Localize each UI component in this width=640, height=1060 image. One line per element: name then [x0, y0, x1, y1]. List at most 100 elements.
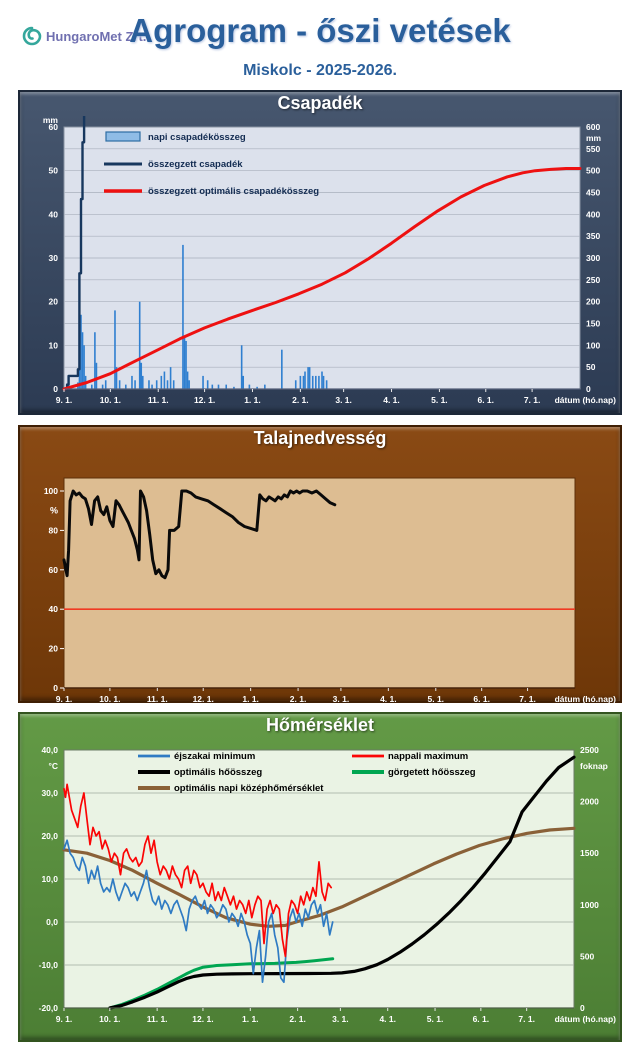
svg-text:2000: 2000: [580, 797, 599, 807]
svg-text:40: 40: [49, 209, 59, 219]
svg-text:150: 150: [586, 319, 600, 329]
svg-text:20,0: 20,0: [41, 831, 58, 841]
svg-text:°C: °C: [48, 761, 58, 771]
svg-text:1. 1.: 1. 1.: [244, 395, 261, 405]
svg-text:100: 100: [44, 486, 58, 496]
svg-text:50: 50: [49, 166, 59, 176]
svg-text:3. 1.: 3. 1.: [333, 694, 350, 703]
svg-text:napi csapadékösszeg: napi csapadékösszeg: [148, 132, 246, 143]
svg-text:2. 1.: 2. 1.: [290, 694, 307, 703]
svg-text:5. 1.: 5. 1.: [431, 395, 448, 405]
svg-text:dátum (hó.nap): dátum (hó.nap): [555, 395, 617, 405]
svg-text:10. 1.: 10. 1.: [99, 694, 120, 703]
svg-text:mm: mm: [43, 116, 59, 125]
temperature-chart-title: Hőmérséklet: [265, 715, 375, 735]
svg-text:dátum (hó.nap): dátum (hó.nap): [555, 1014, 617, 1024]
page-subtitle: Miskolc - 2025-2026.: [243, 62, 397, 79]
svg-text:20: 20: [49, 644, 59, 654]
svg-text:11. 1.: 11. 1.: [148, 395, 169, 405]
svg-text:0: 0: [586, 384, 591, 394]
soil-moisture-chart-panel: Talajnedvesség 100 80 60 40 20 0% 9. 1. 10. 1. 1…: [18, 425, 622, 703]
svg-text:12. 1.: 12. 1.: [192, 1014, 213, 1024]
svg-text:40,0: 40,0: [41, 745, 58, 755]
svg-text:12. 1.: 12. 1.: [194, 395, 215, 405]
precipitation-legend: napi csapadékösszeg összegzett csapadék ös…: [104, 131, 319, 197]
svg-text:10,0: 10,0: [41, 874, 58, 884]
logo-text: HungaroMet Zrt.: [46, 28, 147, 44]
svg-text:2500: 2500: [580, 745, 599, 755]
page-title: Agrogram - őszi vetések: [129, 12, 511, 49]
soil-moisture-chart: 100 80 60 40 20 0% 9. 1. 10. 1. 11. 1. 12. 1. 1. 1…: [44, 477, 617, 703]
svg-text:9. 1.: 9. 1.: [56, 395, 73, 405]
svg-text:5. 1.: 5. 1.: [428, 694, 445, 703]
svg-text:550: 550: [586, 144, 600, 154]
svg-text:4. 1.: 4. 1.: [379, 1014, 396, 1024]
svg-text:10. 1.: 10. 1.: [99, 1014, 120, 1024]
svg-text:4. 1.: 4. 1.: [383, 395, 400, 405]
svg-text:-20,0: -20,0: [39, 1003, 59, 1013]
svg-text:optimális hőösszeg: optimális hőösszeg: [174, 767, 262, 778]
svg-text:nappali maximum: nappali maximum: [388, 751, 468, 762]
hungaromet-spiral-icon: [22, 26, 42, 46]
hungaromet-logo: HungaroMet Zrt.: [22, 26, 146, 46]
svg-text:11. 1.: 11. 1.: [147, 694, 168, 703]
svg-text:11. 1.: 11. 1.: [147, 1014, 168, 1024]
svg-text:éjszakai minimum: éjszakai minimum: [174, 751, 255, 762]
svg-text:7. 1.: 7. 1.: [524, 395, 541, 405]
svg-text:40: 40: [49, 604, 59, 614]
svg-text:500: 500: [580, 951, 594, 961]
soil-moisture-chart-title: Talajnedvesség: [253, 428, 387, 448]
temperature-legend: éjszakai minimum nappali maximum optimális…: [138, 751, 476, 794]
svg-text:30: 30: [49, 253, 59, 263]
svg-text:dátum (hó.nap): dátum (hó.nap): [555, 694, 617, 703]
svg-text:5. 1.: 5. 1.: [427, 1014, 444, 1024]
svg-text:összegzett optimális csapadékö: összegzett optimális csapadékösszeg: [148, 186, 319, 197]
svg-text:9. 1.: 9. 1.: [56, 694, 73, 703]
svg-text:20: 20: [49, 297, 59, 307]
svg-text:9. 1.: 9. 1.: [56, 1014, 73, 1024]
svg-text:250: 250: [586, 275, 600, 285]
svg-text:%: %: [50, 506, 58, 516]
svg-text:2. 1.: 2. 1.: [292, 395, 309, 405]
temperature-chart-panel: Hőmérséklet 40,0 30,0 20,0 10,0 0,0 -10,0 -20,…: [18, 712, 622, 1042]
svg-text:1000: 1000: [580, 900, 599, 910]
svg-text:1500: 1500: [580, 848, 599, 858]
svg-text:60: 60: [49, 565, 59, 575]
svg-text:6. 1.: 6. 1.: [477, 395, 494, 405]
svg-text:200: 200: [586, 297, 600, 307]
svg-text:400: 400: [586, 209, 600, 219]
svg-text:100: 100: [586, 340, 600, 350]
precipitation-chart: mm6050403020100600mm55050045040035030025…: [43, 116, 617, 405]
svg-text:6. 1.: 6. 1.: [473, 694, 490, 703]
precipitation-chart-panel: Csapadék mm 60 50 40 30 20 10 0 600 mm 550 500 450 40…: [18, 90, 622, 415]
svg-text:0: 0: [53, 683, 58, 693]
svg-text:12. 1.: 12. 1.: [193, 694, 214, 703]
svg-text:80: 80: [49, 525, 59, 535]
svg-text:7. 1.: 7. 1.: [519, 694, 536, 703]
svg-text:0,0: 0,0: [46, 917, 58, 927]
svg-text:2. 1.: 2. 1.: [289, 1014, 306, 1024]
svg-text:60: 60: [49, 122, 59, 132]
svg-text:500: 500: [586, 166, 600, 176]
svg-text:mm: mm: [586, 133, 602, 143]
svg-text:összegzett csapadék: összegzett csapadék: [148, 159, 243, 170]
svg-text:6. 1.: 6. 1.: [473, 1014, 490, 1024]
svg-text:4. 1.: 4. 1.: [380, 694, 397, 703]
temperature-chart: 40,0 30,0 20,0 10,0 0,0 -10,0 -20,0 °C 2500 2000 1…: [39, 745, 617, 1024]
svg-text:350: 350: [586, 231, 600, 241]
svg-text:10: 10: [49, 340, 59, 350]
svg-text:0: 0: [580, 1003, 585, 1013]
svg-text:1. 1.: 1. 1.: [242, 1014, 259, 1024]
svg-text:30,0: 30,0: [41, 788, 58, 798]
precipitation-chart-title: Csapadék: [277, 93, 363, 113]
svg-text:50: 50: [586, 362, 596, 372]
svg-text:3. 1.: 3. 1.: [332, 1014, 349, 1024]
svg-text:3. 1.: 3. 1.: [335, 395, 352, 405]
svg-text:10. 1.: 10. 1.: [100, 395, 121, 405]
svg-text:7. 1.: 7. 1.: [518, 1014, 535, 1024]
svg-text:foknap: foknap: [580, 761, 608, 771]
svg-text:600: 600: [586, 122, 600, 132]
svg-text:450: 450: [586, 188, 600, 198]
svg-text:300: 300: [586, 253, 600, 263]
